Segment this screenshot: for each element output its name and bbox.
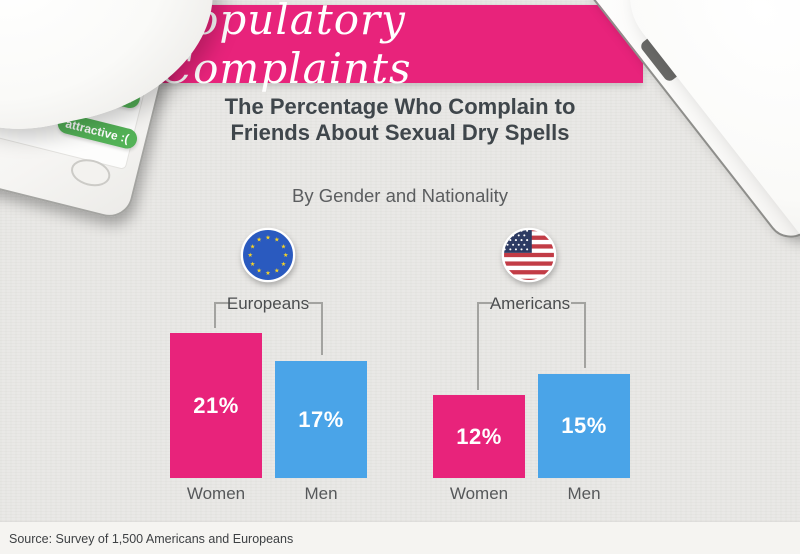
svg-text:★: ★ [265, 234, 271, 241]
bar-americans-women: 12% [433, 395, 525, 478]
svg-text:★: ★ [274, 268, 280, 275]
svg-text:★: ★ [274, 237, 280, 244]
us-flag-icon [501, 227, 557, 283]
connector-line [308, 302, 323, 355]
connector-line [571, 302, 586, 368]
bar-value-label: 12% [456, 423, 502, 449]
svg-text:★: ★ [256, 237, 262, 244]
svg-text:★: ★ [248, 252, 254, 259]
svg-text:★: ★ [250, 243, 256, 250]
category-label: Men [567, 484, 601, 503]
category-label: Men [304, 484, 338, 503]
svg-text:★: ★ [281, 261, 287, 268]
svg-text:★: ★ [265, 270, 271, 277]
bar-europeans-men: 17% [275, 361, 367, 478]
page-title: Copulatory Complaints [160, 0, 412, 93]
source-note: Source: Survey of 1,500 Americans and Eu… [9, 532, 294, 546]
connector-line [477, 302, 492, 390]
chart-subtitle: The Percentage Who Complain to Friends A… [224, 94, 576, 145]
bar-europeans-women: 21% [170, 333, 262, 478]
connector-line [214, 302, 229, 328]
svg-text:★: ★ [283, 252, 289, 259]
bar-value-label: 15% [561, 413, 607, 438]
svg-text:★: ★ [256, 268, 262, 275]
group-label-americans: Americans [489, 294, 571, 313]
category-label: Women [449, 484, 509, 503]
eu-flag-icon: ★ ★ ★★ ★★ ★★ ★★ ★★ [240, 227, 296, 283]
bar-value-label: 17% [298, 406, 344, 432]
grouping-note: By Gender and Nationality [292, 185, 508, 206]
footer-strip: Source: Survey of 1,500 Americans and Eu… [0, 522, 800, 554]
bar-americans-men: 15% [538, 374, 630, 478]
title-banner: Copulatory Complaints [160, 0, 643, 93]
bar-value-label: 21% [193, 392, 239, 418]
group-label-europeans: Europeans [226, 294, 310, 313]
category-label: Women [186, 484, 246, 503]
svg-text:★: ★ [250, 261, 256, 268]
svg-text:★: ★ [281, 243, 287, 250]
